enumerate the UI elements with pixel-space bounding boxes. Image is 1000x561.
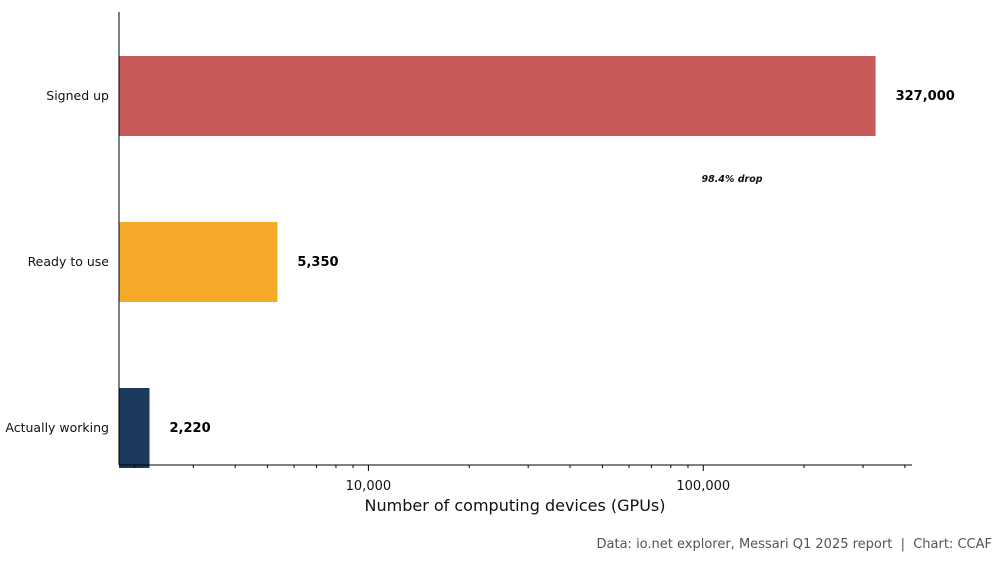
value-label: 5,350	[297, 255, 338, 270]
value-label: 2,220	[170, 421, 211, 436]
category-label: Actually working	[5, 420, 109, 435]
bars-group	[119, 56, 876, 468]
source-note: Data: io.net explorer, Messari Q1 2025 r…	[597, 537, 992, 552]
bar-2	[119, 222, 278, 302]
bar-1	[119, 56, 876, 136]
x-ticks: 10,000 100,000	[133, 465, 906, 494]
x-tick-label: 10,000	[346, 479, 392, 494]
value-label: 327,000	[896, 89, 955, 104]
x-tick-label: 100,000	[676, 479, 730, 494]
value-labels: 327,000 5,350 2,220	[170, 89, 955, 436]
category-labels: Signed up Ready to use Actually working	[5, 88, 109, 435]
drop-annotation: 98.4% drop	[701, 174, 762, 185]
axes	[118, 12, 912, 466]
category-label: Ready to use	[28, 254, 110, 269]
category-label: Signed up	[46, 88, 109, 103]
x-axis-title: Number of computing devices (GPUs)	[365, 496, 666, 515]
bar-3	[119, 388, 150, 468]
